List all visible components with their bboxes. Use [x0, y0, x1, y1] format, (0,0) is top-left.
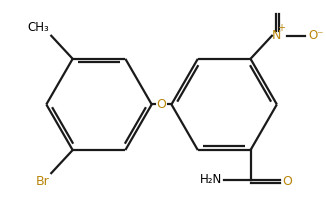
- Text: O: O: [282, 175, 292, 188]
- Text: +: +: [277, 22, 285, 32]
- Text: O⁻: O⁻: [308, 29, 324, 42]
- Text: O: O: [157, 98, 167, 111]
- Text: CH₃: CH₃: [28, 21, 50, 34]
- Text: Br: Br: [36, 175, 50, 188]
- Text: N: N: [272, 29, 281, 42]
- Text: H₂N: H₂N: [200, 173, 223, 186]
